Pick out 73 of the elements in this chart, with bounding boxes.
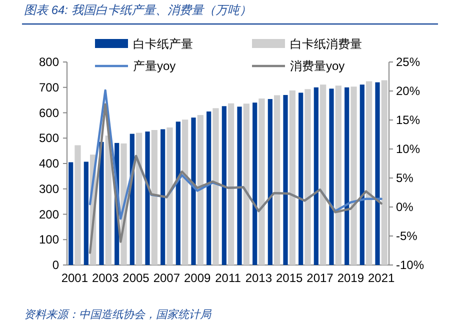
bar (145, 132, 150, 265)
bar (329, 88, 334, 265)
bar (375, 82, 380, 265)
bar (237, 106, 242, 265)
bar (350, 86, 357, 265)
bar (212, 108, 219, 265)
x-tick-label: 2011 (215, 271, 242, 285)
chart-title: 图表 64: 我国白卡纸产量、消费量（万吨） (24, 3, 252, 17)
x-tick-label: 2015 (276, 271, 304, 285)
bar (283, 94, 288, 265)
bar (136, 132, 142, 265)
y-tick-label: 100 (38, 232, 60, 247)
y-tick-label: 300 (38, 182, 60, 196)
bar (182, 120, 188, 265)
bar (160, 129, 166, 265)
x-tick-label: 2005 (122, 271, 150, 285)
y-tick-label: 500 (38, 131, 60, 146)
x-tick-label: 2019 (337, 271, 364, 285)
legend-label: 白卡纸产量 (133, 37, 193, 51)
bar (304, 89, 311, 265)
x-tick-label: 2017 (306, 271, 334, 285)
line-series (88, 103, 382, 254)
x-tick-label: 2001 (61, 271, 88, 285)
text: 资料来源：中国造纸协会，国家统计局 (24, 308, 212, 321)
x-tick-label: 2007 (153, 271, 180, 285)
bar (344, 87, 350, 265)
bar (314, 87, 318, 265)
bar (289, 90, 296, 265)
bar (191, 118, 196, 265)
y2-tick-label: 0% (396, 200, 414, 214)
bar (84, 162, 88, 265)
bar (243, 104, 250, 265)
bar (381, 80, 388, 265)
bar (176, 122, 180, 265)
y2-tick-label: 10% (396, 142, 420, 156)
bar (360, 84, 364, 265)
bar (206, 111, 212, 265)
bar (151, 130, 158, 265)
bar (68, 162, 74, 265)
bar (252, 102, 258, 265)
y2-tick-label: -5% (396, 229, 418, 243)
legend-label: 产量yoy (133, 59, 176, 73)
y2-tick-label: 25% (396, 55, 420, 69)
bar (222, 106, 226, 265)
bar (74, 145, 81, 265)
bar (320, 84, 326, 265)
x-tick-label: 2021 (368, 271, 396, 285)
y-tick-label: 600 (38, 106, 60, 120)
legend-label: 消费量yoy (290, 59, 345, 73)
y2-tick-label: 20% (396, 84, 420, 98)
bar (268, 99, 272, 265)
y-tick-label: 0 (52, 258, 60, 272)
legend-label: 白卡纸消费量 (290, 37, 362, 51)
y-tick-label: 400 (38, 156, 60, 170)
bar (197, 115, 204, 265)
bar (166, 127, 173, 265)
y-tick-label: 200 (38, 207, 60, 222)
y2-tick-label: -10% (396, 258, 424, 272)
x-tick-label: 2009 (184, 271, 212, 285)
x-tick-label: 2003 (92, 271, 120, 285)
bar (335, 86, 342, 265)
bar (298, 92, 304, 265)
y-tick-label: 800 (38, 55, 60, 69)
y2-tick-label: 15% (396, 113, 420, 127)
bar (228, 103, 234, 265)
bar (105, 136, 112, 265)
bar (366, 81, 372, 265)
y2-tick-label: 5% (396, 171, 414, 185)
y-tick-label: 700 (38, 80, 60, 94)
bar (258, 98, 265, 265)
bar (99, 142, 104, 265)
bar (274, 95, 280, 265)
x-tick-label: 2013 (245, 271, 272, 285)
